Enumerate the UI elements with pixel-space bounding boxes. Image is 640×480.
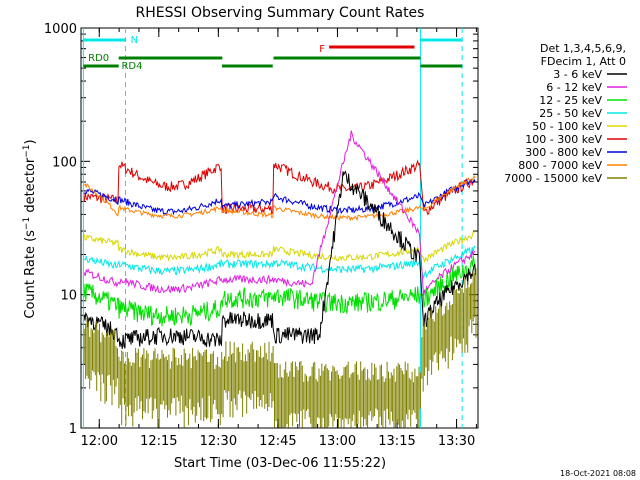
series-line-6-12kev	[83, 130, 476, 297]
series-line-100-300kev	[83, 159, 476, 215]
legend-header-line: FDecim 1, Att 0	[541, 55, 626, 68]
timestamp: 18-Oct-2021 08:08	[560, 469, 636, 478]
x-tick-label: 13:15	[378, 434, 415, 449]
series-line-7000-15000kev	[83, 268, 477, 428]
series-line-3-6kev	[83, 170, 477, 350]
legend-label: 800 - 7000 keV	[518, 159, 602, 172]
legend-header-line: Det 1,3,4,5,6,9,	[540, 42, 626, 55]
series-line-300-800kev	[84, 178, 476, 217]
chart-title: RHESSI Observing Summary Count Rates	[136, 5, 425, 21]
x-axis-label: Start Time (03-Dec-06 11:55:22)	[174, 456, 386, 471]
plot-frame	[80, 27, 479, 429]
x-tick-label: 13:00	[319, 434, 356, 449]
annotation-label-f: F	[319, 44, 325, 55]
legend-label: 300 - 800 keV	[525, 146, 602, 159]
plot-area: 1 10 100 1000 12:00 12:15 12:30 12:45 13:00 13:15…	[44, 22, 479, 449]
legend-label: 7000 - 15000 keV	[504, 172, 602, 185]
y-axis-label: Count Rate (s−1 detector−1)	[22, 139, 38, 318]
x-tick-label: 12:00	[81, 434, 118, 449]
series-line-800-7000kev	[83, 175, 476, 222]
series-line-12-25kev	[83, 255, 477, 327]
legend-label: 100 - 300 keV	[525, 133, 602, 146]
y-axis-label-sup1: −1	[22, 217, 32, 230]
legend-label: 25 - 50 keV	[539, 107, 602, 120]
y-tick-label: 10	[60, 289, 77, 304]
y-tick-label: 1	[69, 422, 77, 437]
x-tick-label: 12:30	[200, 434, 237, 449]
series-line-50-100kev	[83, 231, 476, 263]
annotation-label-n: N	[131, 35, 138, 46]
y-tick-label: 100	[52, 155, 77, 170]
series-line-25-50kev	[83, 245, 476, 280]
annotation-label-rd4: RD4	[121, 61, 142, 72]
legend-label: 50 - 100 keV	[532, 120, 602, 133]
annotation-label-rd0: RD0	[88, 53, 109, 64]
y-tick-label: 1000	[44, 22, 77, 37]
x-tick-label: 12:45	[259, 434, 296, 449]
y-axis-label-mid: detector	[23, 157, 38, 217]
x-tick-label: 13:30	[438, 434, 475, 449]
y-axis-label-sup2: −1	[22, 144, 32, 157]
legend-label: 3 - 6 keV	[553, 68, 602, 81]
x-tick-label: 12:15	[140, 434, 177, 449]
y-axis-label-pre: Count Rate (s	[23, 230, 38, 319]
legend-label: 6 - 12 keV	[546, 81, 602, 94]
y-axis-label-post: )	[23, 139, 38, 144]
legend-label: 12 - 25 keV	[539, 94, 602, 107]
legend: Det 1,3,4,5,6,9,FDecim 1, Att 03 - 6 keV…	[504, 42, 627, 185]
